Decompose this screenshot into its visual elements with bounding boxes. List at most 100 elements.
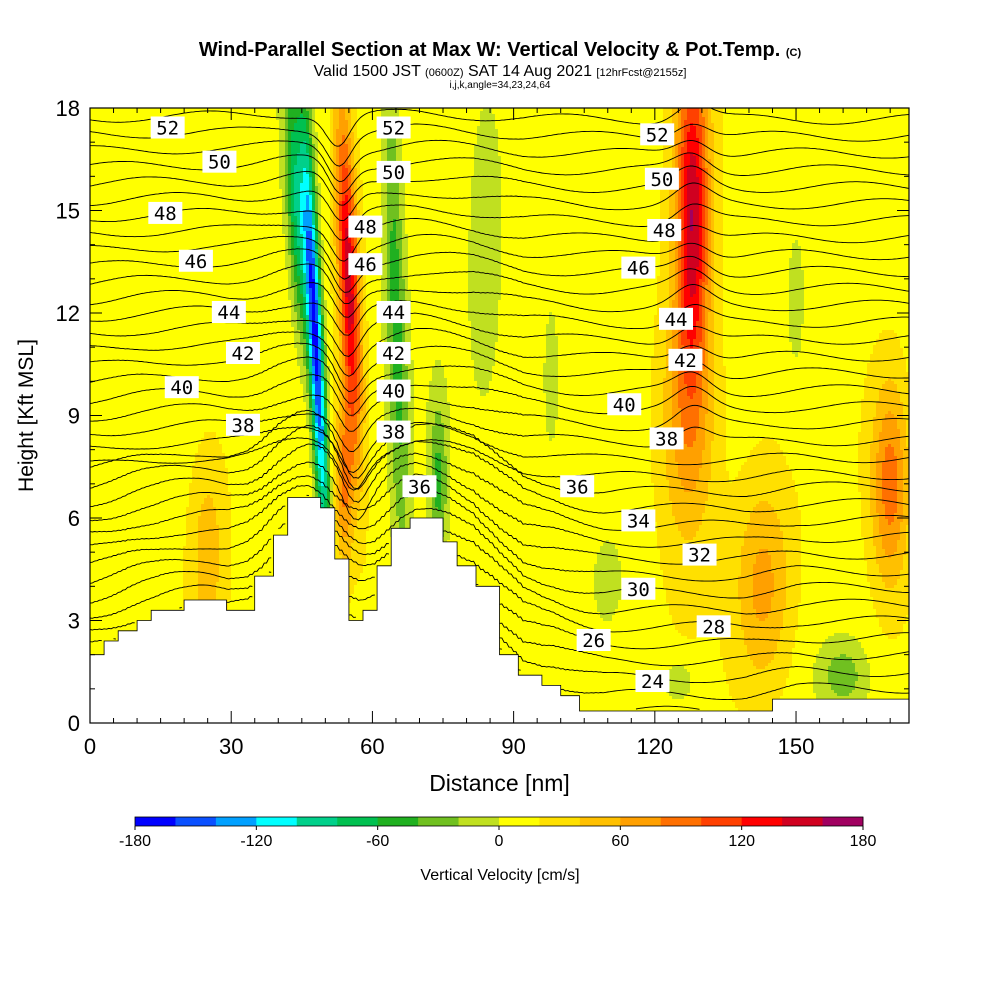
velocity-cell	[339, 324, 342, 327]
velocity-cell	[723, 183, 909, 186]
velocity-cell	[669, 306, 672, 309]
velocity-cell	[336, 312, 339, 315]
velocity-cell	[285, 168, 288, 171]
velocity-cell	[711, 231, 714, 234]
velocity-cell	[90, 372, 300, 375]
velocity-cell	[363, 345, 369, 348]
velocity-cell	[711, 120, 723, 123]
velocity-cell	[366, 309, 381, 312]
velocity-cell	[351, 159, 354, 162]
velocity-cell	[360, 411, 366, 414]
velocity-cell	[684, 288, 690, 291]
velocity-cell	[558, 387, 651, 390]
velocity-cell	[342, 447, 354, 450]
velocity-cell	[789, 276, 804, 279]
velocity-cell	[315, 162, 318, 165]
velocity-cell	[705, 207, 708, 210]
velocity-cell	[477, 126, 495, 129]
velocity-cell	[336, 135, 342, 138]
velocity-cell	[699, 291, 702, 294]
velocity-cell	[723, 222, 909, 225]
velocity-cell	[699, 117, 705, 120]
velocity-cell	[315, 378, 318, 381]
velocity-cell	[699, 282, 702, 285]
velocity-cell	[405, 291, 411, 294]
velocity-cell	[360, 315, 363, 318]
velocity-cell	[357, 417, 360, 420]
velocity-cell	[450, 453, 651, 456]
velocity-cell	[699, 186, 702, 189]
velocity-cell	[303, 315, 306, 318]
velocity-cell	[651, 369, 666, 372]
velocity-cell	[357, 198, 363, 201]
velocity-cell	[669, 261, 675, 264]
velocity-cell	[702, 138, 705, 141]
velocity-cell	[348, 210, 351, 213]
velocity-cell	[345, 138, 351, 141]
velocity-cell	[297, 159, 309, 162]
velocity-cell	[300, 261, 303, 264]
velocity-cell	[705, 219, 708, 222]
velocity-cell	[291, 264, 294, 267]
velocity-cell	[312, 240, 315, 243]
velocity-cell	[705, 240, 708, 243]
velocity-cell	[321, 339, 324, 342]
velocity-cell	[690, 222, 693, 225]
velocity-cell	[555, 420, 651, 423]
velocity-cell	[723, 174, 909, 177]
velocity-cell	[714, 357, 723, 360]
velocity-cell	[336, 150, 339, 153]
velocity-cell	[426, 444, 432, 447]
velocity-cell	[900, 345, 909, 348]
velocity-cell	[408, 447, 414, 450]
velocity-cell	[390, 363, 393, 366]
velocity-cell	[663, 402, 672, 405]
velocity-cell	[342, 201, 348, 204]
velocity-cell	[798, 351, 873, 354]
velocity-cell	[660, 267, 669, 270]
velocity-cell	[468, 318, 498, 321]
velocity-cell	[690, 159, 696, 162]
velocity-cell	[687, 138, 699, 141]
velocity-cell	[297, 237, 303, 240]
velocity-cell	[723, 207, 909, 210]
velocity-cell	[714, 171, 723, 174]
velocity-cell	[678, 144, 684, 147]
velocity-cell	[450, 420, 546, 423]
velocity-cell	[468, 270, 501, 273]
velocity-cell	[288, 276, 291, 279]
velocity-cell	[315, 453, 318, 456]
velocity-cell	[708, 264, 711, 267]
velocity-cell	[309, 111, 312, 114]
velocity-cell	[669, 264, 675, 267]
velocity-cell	[309, 168, 312, 171]
velocity-cell	[402, 249, 408, 252]
velocity-cell	[333, 204, 336, 207]
velocity-cell	[327, 300, 333, 303]
velocity-cell	[309, 420, 312, 423]
velocity-cell	[309, 132, 312, 135]
velocity-cell	[291, 132, 309, 135]
velocity-cell	[684, 174, 687, 177]
velocity-cell	[402, 162, 474, 165]
velocity-cell	[678, 240, 681, 243]
velocity-cell	[705, 231, 708, 234]
velocity-cell	[342, 360, 345, 363]
velocity-cell	[285, 165, 288, 168]
velocity-cell	[342, 387, 345, 390]
velocity-cell	[414, 447, 426, 450]
velocity-cell	[474, 144, 498, 147]
velocity-cell	[402, 261, 408, 264]
velocity-cell	[324, 387, 327, 390]
velocity-cell	[330, 138, 333, 141]
velocity-cell	[315, 348, 318, 351]
velocity-cell	[444, 366, 474, 369]
velocity-cell	[723, 177, 909, 180]
velocity-cell	[300, 201, 306, 204]
velocity-cell	[279, 123, 285, 126]
velocity-cell	[324, 420, 327, 423]
velocity-cell	[501, 180, 663, 183]
velocity-cell	[861, 405, 876, 408]
velocity-cell	[339, 123, 348, 126]
velocity-cell	[366, 303, 381, 306]
